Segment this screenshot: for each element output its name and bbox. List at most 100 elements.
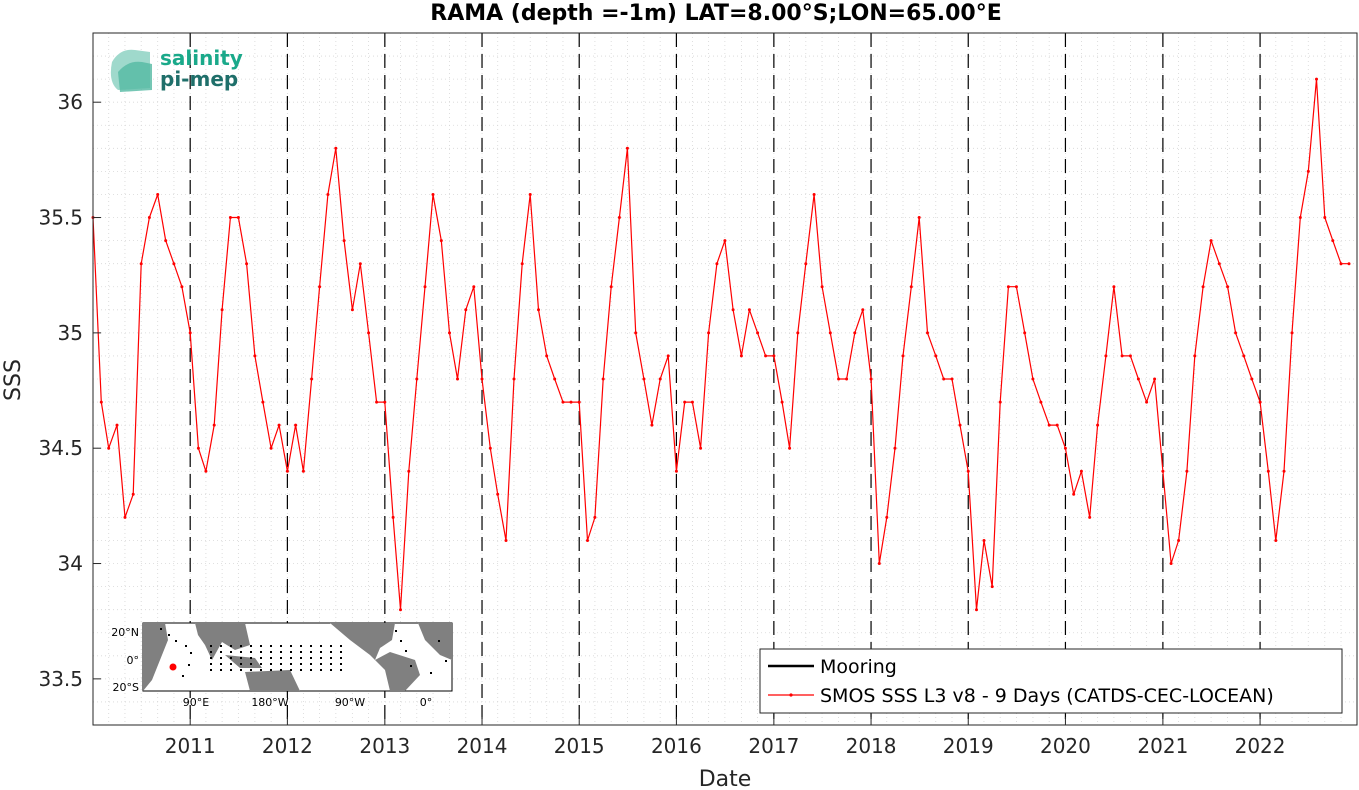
data-point [780, 400, 784, 404]
y-tick-label: 35.5 [38, 206, 83, 230]
series-line-smos [92, 78, 1349, 611]
data-point [236, 216, 240, 219]
data-point [593, 515, 597, 519]
data-point [674, 469, 678, 473]
data-point [1055, 423, 1059, 427]
data-point [1201, 285, 1205, 289]
mooring-dot [330, 669, 332, 671]
mooring-dot [210, 663, 212, 665]
data-point [520, 262, 524, 266]
data-point [553, 377, 557, 381]
data-point [1258, 400, 1262, 404]
data-point [958, 423, 962, 427]
mooring-dot [220, 669, 222, 671]
data-point [909, 285, 913, 289]
data-point [512, 377, 516, 381]
mooring-dot [182, 675, 184, 677]
data-point [115, 423, 119, 427]
inset-lat-label-20n: 20°N [111, 626, 139, 639]
landmass-americas [330, 623, 420, 691]
data-point [342, 239, 346, 243]
data-point [634, 331, 638, 335]
landmass-africa [143, 623, 168, 691]
landmass-indonesia [225, 655, 262, 668]
mooring-dot [320, 651, 322, 653]
landmass-africa-west [418, 623, 452, 660]
data-point [1242, 354, 1246, 358]
data-point [998, 400, 1002, 404]
landmass-asia [195, 623, 250, 660]
mooring-dot [300, 657, 302, 659]
mooring-dot [250, 669, 252, 671]
x-tick-label: 2021 [1137, 734, 1188, 758]
data-point [926, 331, 929, 335]
data-point [1014, 285, 1018, 289]
data-point [472, 285, 476, 289]
chart-title: RAMA (depth =-1m) LAT=8.00°S;LON=65.00°E [430, 1, 1001, 26]
mooring-dot [220, 657, 222, 659]
mooring-dot [260, 645, 262, 647]
mooring-dot [280, 663, 282, 665]
data-point [723, 239, 727, 243]
data-point [586, 539, 589, 542]
data-point [715, 262, 719, 266]
mooring-dot [240, 645, 242, 647]
mooring-dot [300, 645, 302, 647]
data-point [796, 331, 800, 335]
data-point [334, 146, 338, 150]
mooring-dot [250, 651, 252, 653]
data-point [1177, 539, 1181, 542]
data-point [464, 308, 468, 312]
data-point [383, 400, 387, 404]
y-tick-label: 35 [58, 321, 83, 345]
data-point [399, 608, 402, 612]
data-point [877, 562, 881, 565]
data-point [131, 492, 135, 496]
x-tick-label: 2022 [1235, 734, 1286, 758]
data-point [901, 354, 905, 358]
data-point [123, 515, 127, 519]
mooring-dot [230, 645, 232, 647]
data-point [642, 377, 646, 381]
data-point [350, 308, 354, 312]
data-point [107, 446, 111, 450]
data-point [683, 400, 687, 404]
landmass-australia [245, 670, 300, 691]
data-point [1290, 331, 1294, 335]
inset-lon-label-90w: 90°W [335, 696, 365, 709]
x-tick-label: 2016 [651, 734, 702, 758]
data-point [277, 423, 281, 427]
mooring-dot [290, 657, 292, 659]
data-point [220, 308, 224, 312]
mooring-dot [430, 672, 432, 674]
mooring-dot [230, 651, 232, 653]
data-point [1315, 77, 1318, 81]
logo-wave-icon-2 [118, 61, 152, 92]
x-axis: 2011 2012 2013 2014 2015 2016 2017 2018 2019 2020… [165, 717, 1286, 758]
data-point [180, 285, 184, 289]
data-point [1079, 469, 1083, 473]
mooring-dot [290, 651, 292, 653]
mooring-dot [310, 657, 312, 659]
data-point [699, 446, 703, 450]
mooring-dot [240, 651, 242, 653]
data-point [1282, 469, 1286, 473]
logo-line1: salinity [160, 46, 243, 70]
mooring-dot [210, 657, 212, 659]
mooring-dot [260, 651, 262, 653]
data-point [1209, 239, 1213, 243]
mooring-dot [340, 663, 342, 665]
salinity-pi-mep-logo: salinity pi-mep [110, 46, 243, 92]
mooring-dot [230, 669, 232, 671]
mooring-dot [270, 651, 272, 653]
data-point [480, 377, 484, 381]
legend-box [759, 648, 1343, 714]
mooring-dot [185, 645, 187, 647]
x-tick-label: 2018 [846, 734, 897, 758]
mooring-dot [330, 663, 332, 665]
data-point [772, 354, 776, 358]
data-point [1226, 285, 1230, 289]
data-point [756, 331, 760, 335]
data-point [1298, 216, 1302, 219]
data-point [1096, 423, 1100, 427]
